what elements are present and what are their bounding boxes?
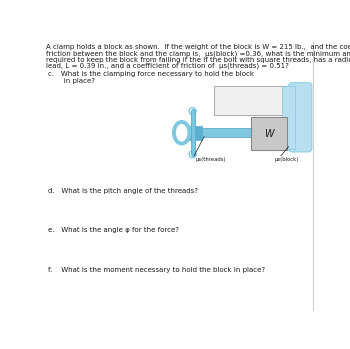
Bar [188, 126, 202, 140]
FancyBboxPatch shape [289, 83, 312, 152]
Text: μs(block): μs(block) [275, 157, 299, 162]
Text: f.    What is the moment necessary to hold the block in place?: f. What is the moment necessary to hold … [48, 267, 266, 274]
Circle shape [189, 108, 196, 114]
Bar [214, 86, 307, 115]
Bar [282, 86, 295, 149]
Text: friction between the block and the clamp is,  μs(block) =0.36, what is the minim: friction between the block and the clamp… [46, 50, 350, 57]
FancyBboxPatch shape [263, 124, 280, 141]
Bar [251, 117, 287, 150]
Text: e.   What is the angle φ for the force?: e. What is the angle φ for the force? [48, 227, 180, 233]
Text: required to keep the block from falling if the If the bolt with square threads, : required to keep the block from falling … [46, 57, 350, 62]
Circle shape [189, 151, 196, 158]
Text: A clamp holds a block as shown.  If the weight of the block is W = 215 lb.,  and: A clamp holds a block as shown. If the w… [46, 44, 350, 50]
Text: lead, L = 0.39 in., and a coefficient of friction of  μs(threads) = 0.51?: lead, L = 0.39 in., and a coefficient of… [46, 63, 289, 69]
Text: c.   What is the clamping force necessary to hold the block
       in place?: c. What is the clamping force necessary … [48, 71, 254, 84]
Text: W: W [265, 128, 274, 139]
Text: μs(threads): μs(threads) [196, 157, 226, 162]
Bar [189, 128, 272, 138]
Text: d.   What is the pitch angle of the threads?: d. What is the pitch angle of the thread… [48, 188, 198, 194]
